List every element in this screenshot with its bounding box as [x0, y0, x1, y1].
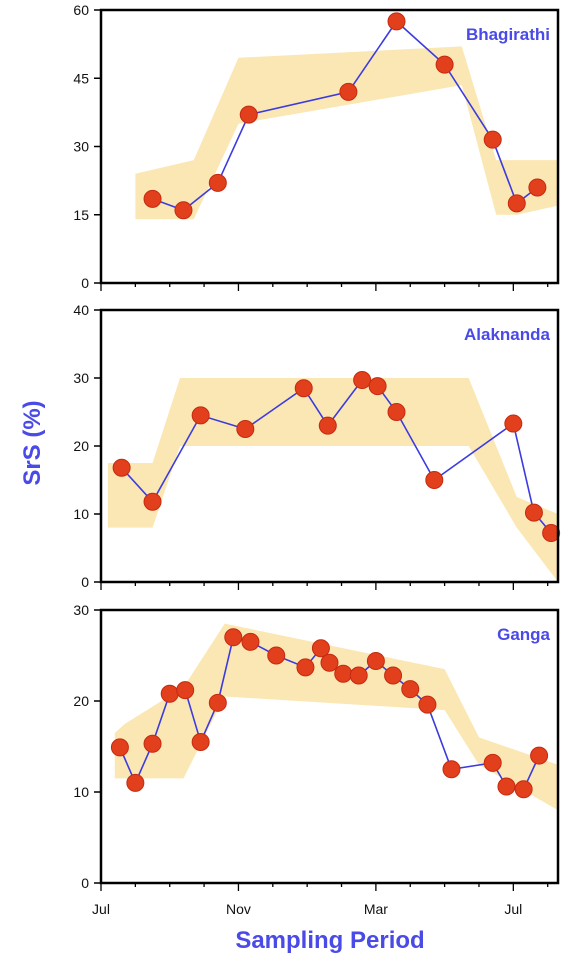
data-point	[387, 12, 406, 31]
data-point	[296, 658, 315, 677]
data-point	[366, 651, 385, 670]
data-point	[528, 178, 547, 197]
data-point	[208, 173, 227, 192]
data-point	[236, 420, 255, 438]
y-tick-label: 20	[73, 438, 89, 454]
data-point	[294, 379, 313, 398]
data-point	[514, 780, 533, 799]
x-tick-label: Mar	[364, 901, 388, 917]
data-point	[349, 666, 368, 685]
y-tick-label: 30	[73, 139, 89, 155]
data-point	[524, 503, 543, 522]
x-tick-label: Nov	[226, 901, 251, 917]
data-point	[126, 773, 145, 792]
y-tick-label: 10	[73, 784, 89, 800]
data-point	[143, 734, 162, 753]
panel-title: Alaknanda	[464, 325, 551, 344]
y-tick-label: 0	[81, 574, 89, 590]
data-point	[241, 632, 260, 651]
y-tick-label: 20	[73, 693, 89, 709]
y-tick-label: 30	[73, 602, 89, 618]
data-point	[387, 403, 406, 421]
y-tick-label: 0	[81, 275, 89, 291]
data-point	[542, 524, 561, 543]
data-point	[208, 693, 227, 712]
data-point	[311, 639, 330, 658]
data-point	[384, 666, 403, 685]
panel-title: Ganga	[497, 625, 550, 644]
panel-3: 0 10 20 30 Ganga	[73, 602, 560, 891]
data-point	[442, 760, 461, 779]
data-point	[530, 746, 549, 765]
data-point	[112, 458, 131, 477]
data-point	[191, 732, 210, 751]
panels: 0 15 30 45 60 Bhagirathi 0 10 20 30 40 Alaknanda 0 10…	[73, 2, 561, 917]
y-tick-label: 40	[73, 302, 89, 318]
data-point	[507, 194, 526, 213]
data-point	[418, 695, 437, 714]
data-point	[267, 646, 286, 665]
data-point	[160, 684, 179, 703]
y-tick-label: 10	[73, 506, 89, 522]
data-point	[497, 777, 516, 796]
plot-frame	[99, 608, 560, 885]
series-line	[152, 20, 538, 212]
data-point	[318, 416, 337, 435]
range-band	[114, 623, 558, 811]
y-tick-label: 45	[73, 70, 89, 86]
data-point	[174, 201, 193, 220]
y-tick-label: 15	[73, 207, 89, 223]
y-tick-label: 30	[73, 370, 89, 386]
x-axis-title: Sampling Period	[235, 927, 424, 954]
x-tick-label: Jul	[504, 901, 522, 917]
data-point	[320, 653, 339, 672]
data-point	[483, 130, 502, 149]
data-point	[504, 414, 523, 433]
range-band	[135, 46, 558, 220]
data-point	[334, 664, 353, 683]
y-axis-title: SrS (%)	[19, 400, 46, 485]
data-point	[143, 189, 162, 208]
data-point	[368, 377, 387, 396]
x-tick-label: Jul	[92, 901, 110, 917]
data-point	[110, 738, 129, 757]
data-point	[224, 628, 243, 647]
panel-1: 0 15 30 45 60 Bhagirathi	[73, 2, 560, 291]
range-band	[107, 378, 558, 582]
data-point	[239, 105, 258, 124]
data-point	[401, 680, 420, 699]
data-point	[176, 681, 195, 700]
data-point	[425, 471, 444, 489]
y-tick-label: 60	[73, 2, 89, 18]
data-point	[435, 55, 454, 74]
data-point	[353, 371, 372, 390]
data-point	[339, 82, 358, 101]
data-point	[483, 753, 502, 772]
panel-2: 0 10 20 30 40 Alaknanda	[73, 302, 561, 590]
data-point	[191, 406, 210, 425]
data-point	[143, 492, 162, 511]
y-tick-label: 0	[81, 875, 89, 891]
panel-title: Bhagirathi	[466, 25, 550, 44]
